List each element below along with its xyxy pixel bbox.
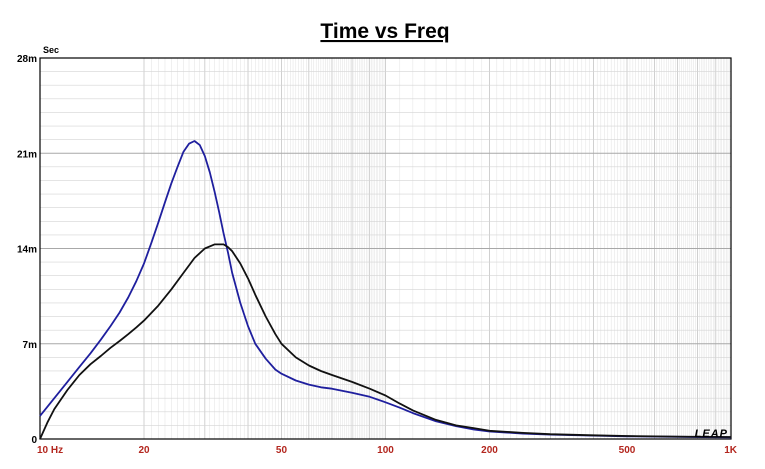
y-tick-label: 0 xyxy=(31,435,37,446)
x-tick-label: 10 Hz xyxy=(37,445,63,456)
y-axis-unit-label: Sec xyxy=(43,45,59,55)
x-tick-labels: 10 Hz 20 50 100 200 500 1K xyxy=(37,445,738,456)
plot-frame xyxy=(39,57,732,440)
series-lines xyxy=(39,140,732,440)
x-tick-label: 500 xyxy=(619,445,636,456)
y-tick-label: 28m xyxy=(17,54,37,65)
x-tick-label: 200 xyxy=(481,445,498,456)
series-line-1 xyxy=(39,140,732,439)
x-tick-label: 50 xyxy=(276,445,288,456)
series-line-2 xyxy=(39,243,732,440)
x-tick-label: 20 xyxy=(138,445,150,456)
x-tick-label: 100 xyxy=(377,445,394,456)
y-tick-label: 21m xyxy=(17,149,37,160)
y-tick-label: 14m xyxy=(17,245,37,256)
chart-title: Time vs Freq xyxy=(320,20,449,43)
y-tick-label: 7m xyxy=(23,340,38,351)
x-tick-label: 1K xyxy=(724,445,738,456)
leap-logo: LEAP xyxy=(695,428,728,440)
grid xyxy=(40,58,731,439)
y-tick-labels: 0 7m 14m 21m 28m xyxy=(17,54,37,446)
